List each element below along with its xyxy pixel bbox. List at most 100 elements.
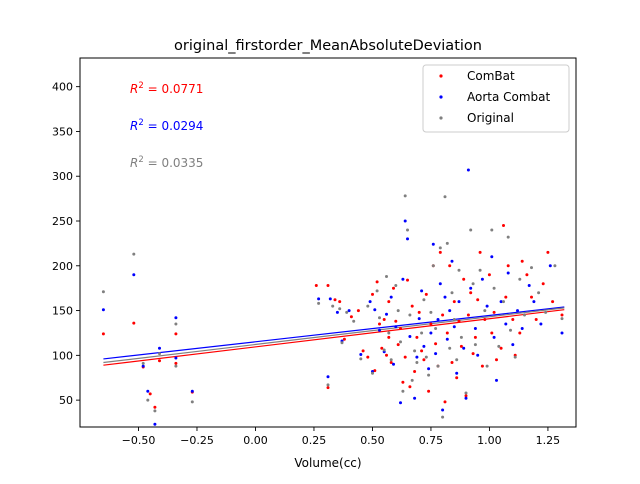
data-point — [445, 241, 449, 245]
data-point — [392, 286, 395, 290]
data-point — [443, 195, 447, 199]
data-point — [476, 298, 480, 302]
data-point — [406, 237, 409, 241]
legend-marker — [439, 116, 443, 120]
data-point — [455, 358, 459, 362]
series-0-points — [101, 224, 564, 409]
data-point — [462, 346, 466, 350]
data-point — [424, 355, 428, 359]
legend-label: ComBat — [467, 69, 515, 83]
data-point — [385, 275, 388, 278]
data-point — [459, 335, 463, 339]
data-point — [438, 282, 442, 286]
data-point — [385, 353, 388, 357]
legend-marker — [439, 95, 443, 99]
data-point — [518, 277, 522, 281]
data-point — [509, 328, 512, 332]
data-point — [527, 284, 531, 287]
y-tick-label: 50 — [59, 394, 73, 407]
data-point — [399, 327, 402, 330]
data-point — [473, 335, 477, 339]
data-point — [331, 304, 335, 308]
data-point — [408, 385, 412, 389]
data-point — [492, 286, 496, 290]
data-point — [466, 168, 470, 172]
data-point — [415, 355, 419, 359]
data-point — [506, 271, 510, 275]
data-point — [333, 298, 337, 302]
data-point — [338, 307, 342, 311]
data-point — [455, 376, 459, 380]
data-point — [548, 264, 552, 268]
data-point — [502, 224, 505, 227]
data-point — [174, 364, 178, 368]
data-point — [462, 277, 466, 281]
y-tick-label: 300 — [52, 170, 73, 183]
data-point — [378, 322, 381, 326]
data-point — [394, 325, 398, 329]
data-point — [345, 310, 349, 314]
data-point — [375, 289, 379, 293]
data-point — [455, 371, 459, 375]
data-point — [532, 300, 536, 304]
data-point — [410, 378, 414, 382]
fit-line-1 — [103, 306, 565, 360]
data-point — [530, 266, 533, 270]
data-point — [146, 398, 150, 402]
x-axis-ticks: −0.50 −0.25 0.00 0.25 0.50 0.75 1.00 1.25 — [122, 427, 560, 447]
data-point — [431, 264, 435, 268]
data-point — [375, 280, 379, 284]
data-point — [132, 252, 136, 256]
data-point — [443, 400, 447, 404]
data-point — [413, 349, 417, 353]
data-point — [464, 396, 468, 400]
data-point — [141, 361, 145, 365]
data-point — [158, 352, 161, 356]
data-point — [368, 300, 372, 304]
data-point — [356, 309, 360, 313]
data-point — [392, 362, 395, 366]
data-point — [436, 318, 440, 321]
data-point — [366, 304, 370, 308]
data-points — [101, 168, 564, 426]
data-point — [382, 348, 386, 352]
data-point — [457, 300, 461, 304]
r-squared-annotation: R2 = 0.0771 — [130, 81, 203, 96]
data-point — [471, 282, 475, 286]
data-point — [415, 361, 419, 364]
data-point — [417, 317, 421, 321]
x-tick-label: 1.00 — [477, 434, 502, 447]
data-point — [141, 364, 145, 368]
data-point — [483, 309, 487, 313]
x-axis-label: Volume(cc) — [294, 456, 361, 470]
legend-marker — [439, 74, 443, 78]
data-point — [403, 194, 407, 198]
data-point — [541, 282, 545, 286]
data-point — [349, 315, 353, 319]
data-point — [422, 298, 426, 302]
data-point — [410, 304, 414, 308]
data-point — [387, 335, 391, 339]
data-point — [445, 337, 449, 341]
data-point — [478, 250, 482, 254]
data-point — [401, 277, 405, 281]
data-point — [420, 331, 424, 335]
data-point — [471, 352, 475, 356]
data-point — [427, 373, 431, 377]
data-point — [450, 259, 454, 263]
data-point — [148, 392, 152, 396]
data-point — [480, 277, 484, 281]
data-point — [326, 386, 330, 390]
data-point — [483, 318, 487, 321]
legend-box — [422, 64, 570, 133]
data-point — [101, 290, 105, 294]
fit-line-0 — [103, 309, 565, 366]
data-point — [417, 310, 421, 314]
data-point — [174, 322, 178, 326]
data-point — [408, 335, 412, 338]
data-point — [101, 332, 105, 336]
data-point — [406, 278, 409, 282]
data-point — [511, 318, 515, 321]
data-point — [335, 310, 339, 314]
